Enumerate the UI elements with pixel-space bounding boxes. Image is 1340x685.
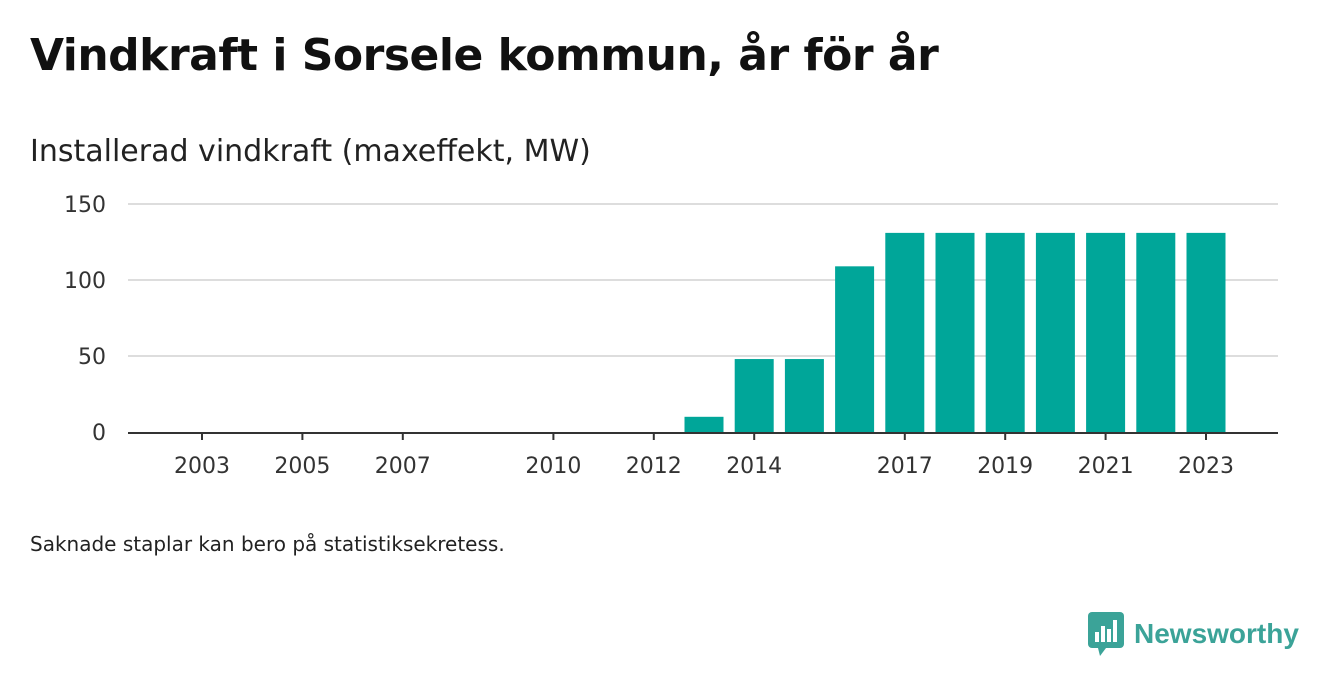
x-tick-label: 2019 [977, 454, 1033, 479]
x-tick-label: 2007 [375, 454, 431, 479]
x-tick-label: 2014 [726, 454, 782, 479]
brand-name: Newsworthy [1134, 618, 1299, 649]
footnote: Saknade staplar kan bero på statistiksek… [30, 532, 505, 556]
bars [684, 232, 1226, 432]
bar-2020 [1035, 232, 1075, 432]
x-tick-label: 2021 [1078, 454, 1134, 479]
y-tick-label: 0 [92, 421, 106, 446]
bar-2023 [1186, 232, 1226, 432]
x-tick-label: 2003 [174, 454, 230, 479]
chart-title: Vindkraft i Sorsele kommun, år för år [30, 30, 939, 81]
axes: 0 50 100 150 2003 2005 2007 2010 2012 2014 2017 201… [64, 193, 1278, 479]
bar-2018 [935, 232, 975, 432]
bar-2019 [985, 232, 1025, 432]
bar-2022 [1136, 232, 1176, 432]
x-tick-label: 2023 [1178, 454, 1234, 479]
bar-2013 [684, 416, 724, 432]
bar-2017 [885, 232, 925, 432]
bar-2014 [734, 359, 774, 432]
x-tick-label: 2012 [626, 454, 682, 479]
chart-subtitle: Installerad vindkraft (maxeffekt, MW) [30, 134, 591, 169]
bar-chart: 0 50 100 150 2003 2005 2007 2010 2012 2014 2017 201… [64, 193, 1278, 479]
y-tick-label: 150 [64, 193, 106, 218]
x-tick-label: 2017 [877, 454, 933, 479]
bar-2021 [1086, 232, 1126, 432]
y-tick-label: 100 [64, 269, 106, 294]
bar-2015 [784, 359, 824, 432]
newsworthy-logo-icon [1088, 612, 1124, 656]
x-tick-label: 2005 [274, 454, 330, 479]
bar-2016 [835, 266, 875, 432]
y-tick-label: 50 [78, 345, 106, 370]
brand-logo[interactable]: Newsworthy [1088, 612, 1299, 656]
x-tick-label: 2010 [525, 454, 581, 479]
